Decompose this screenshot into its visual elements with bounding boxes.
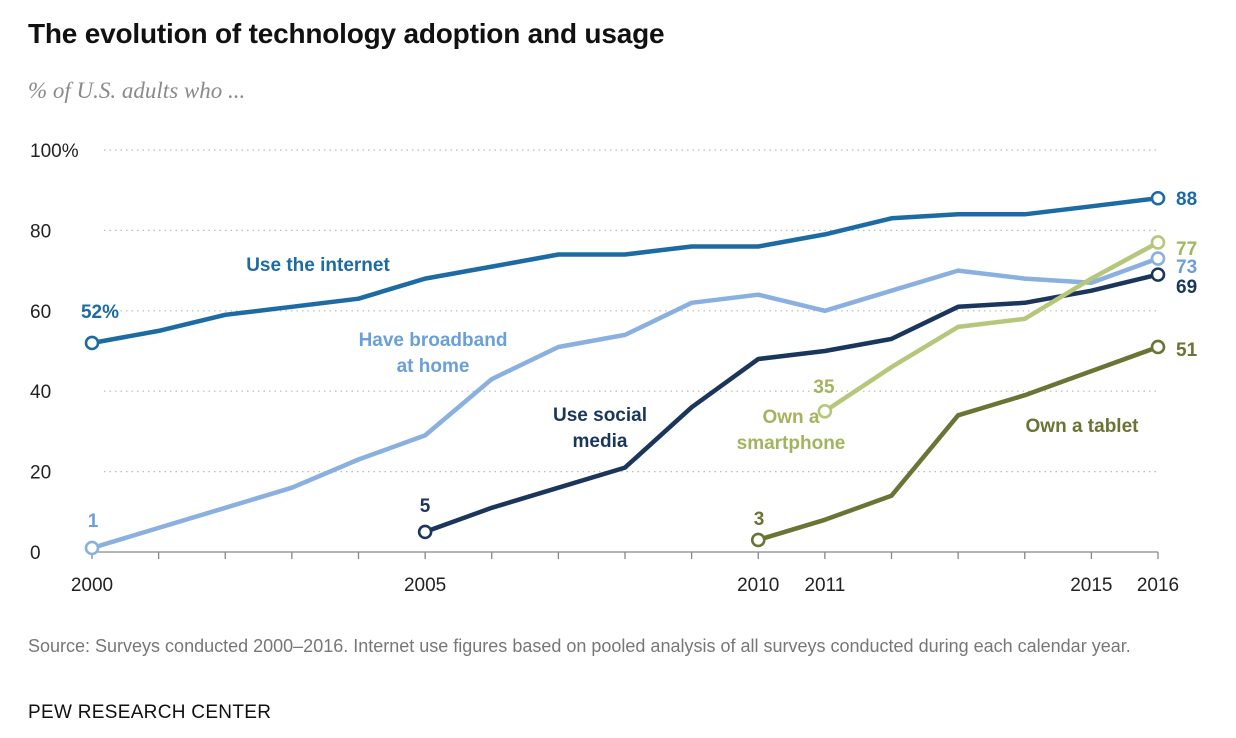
start-point-own-a-tablet: [750, 532, 766, 548]
end-value-label-use-social-media: 69: [1176, 277, 1197, 298]
end-point-use-the-internet: [1150, 190, 1166, 206]
x-tick-label-2005: 2005: [404, 575, 446, 596]
line-chart: 0 20 40 60 80 100% 2000 2005 2010 2011 2015 2016 Us…: [30, 141, 1198, 596]
x-tick-label-2011: 2011: [804, 575, 845, 596]
series-line-use-social-media: [422, 272, 1161, 535]
start-value-label-use-the-internet: 52%: [81, 302, 119, 323]
series-label-use-social-media-line-1: Use social: [553, 405, 647, 426]
start-point-use-social-media: [417, 524, 433, 540]
x-tick-label-2000: 2000: [71, 575, 113, 596]
end-point-have-broadband-at-home: [1150, 251, 1166, 266]
start-value-label-own-a-smartphone: 35: [813, 377, 835, 398]
start-value-label-own-a-tablet: 3: [754, 509, 765, 530]
y-tick-label-20: 20: [30, 463, 51, 484]
end-point-own-a-smartphone: [1150, 235, 1166, 250]
start-point-own-a-smartphone: [817, 403, 833, 419]
series-label-have-broadband-at-home-line-2: at home: [397, 356, 470, 377]
series-label-have-broadband-at-home-line-1: Have broadband: [359, 330, 508, 351]
series-line-own-a-tablet: [756, 344, 1161, 543]
end-value-label-own-a-tablet: 51: [1176, 340, 1198, 361]
series-label-own-a-tablet-line-1: Own a tablet: [1026, 416, 1140, 437]
end-value-label-have-broadband-at-home: 73: [1176, 257, 1197, 278]
series-label-use-the-internet-line-1: Use the internet: [246, 255, 390, 276]
series-label-own-a-smartphone-line-2: smartphone: [737, 433, 846, 454]
x-tick-label-2015: 2015: [1070, 575, 1112, 596]
start-point-have-broadband-at-home: [84, 540, 100, 556]
start-point-use-the-internet: [84, 335, 100, 351]
end-value-label-own-a-smartphone: 77: [1176, 239, 1197, 260]
organization-name: PEW RESEARCH CENTER: [28, 702, 272, 723]
end-value-label-use-the-internet: 88: [1176, 189, 1197, 210]
y-tick-label-60: 60: [30, 302, 51, 323]
start-value-label-use-social-media: 5: [420, 496, 431, 517]
x-tick-label-2010: 2010: [737, 575, 779, 596]
x-tick-label-2016: 2016: [1137, 575, 1179, 596]
source-note: Source: Surveys conducted 2000–2016. Int…: [28, 636, 1131, 656]
y-tick-label-100: 100%: [30, 141, 79, 162]
series-line-have-broadband-at-home: [89, 256, 1161, 551]
series-label-own-a-smartphone-line-1: Own a: [762, 407, 819, 428]
series-label-use-social-media-line-2: media: [573, 431, 628, 452]
y-tick-label-40: 40: [30, 382, 51, 403]
start-value-label-have-broadband-at-home: 1: [88, 511, 99, 532]
y-tick-label-80: 80: [30, 221, 51, 242]
chart-title: The evolution of technology adoption and…: [28, 18, 665, 49]
y-tick-label-0: 0: [30, 543, 41, 564]
series-line-use-the-internet: [89, 195, 1161, 346]
chart-subtitle: % of U.S. adults who ...: [28, 78, 246, 103]
end-point-own-a-tablet: [1150, 339, 1166, 355]
end-point-use-social-media: [1150, 267, 1166, 282]
series-line-own-a-smartphone: [822, 240, 1161, 414]
